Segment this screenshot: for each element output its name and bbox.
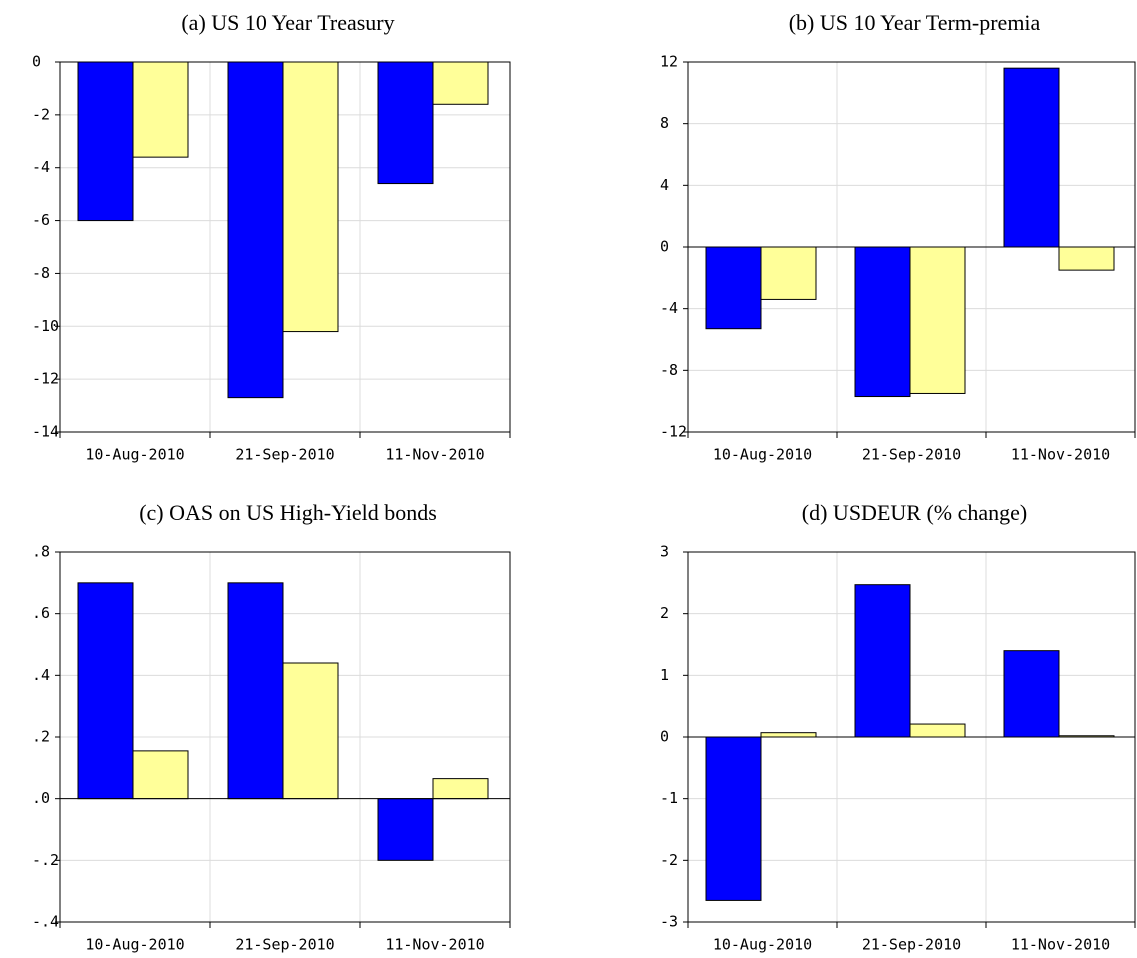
- chart-title: (b) US 10 Year Term-premia: [789, 10, 1041, 35]
- bar: [77, 582, 134, 800]
- y-tick-label: -14: [32, 423, 59, 441]
- y-tick-label: -10: [32, 317, 59, 335]
- y-tick-label: -3: [660, 913, 678, 931]
- y-tick-label: 0: [660, 238, 669, 256]
- bar: [854, 584, 911, 738]
- bar: [760, 732, 817, 738]
- bar: [1003, 650, 1060, 738]
- x-tick-label: 21-Sep-2010: [862, 446, 961, 464]
- bar: [282, 61, 339, 333]
- bar: [377, 61, 434, 185]
- y-tick-label: 2: [660, 604, 669, 622]
- bar: [132, 61, 189, 158]
- x-tick-label: 10-Aug-2010: [85, 936, 184, 954]
- y-tick-label: -12: [660, 423, 687, 441]
- plot-frame: [687, 551, 1136, 923]
- y-tick-label: -1: [660, 789, 678, 807]
- bar: [909, 246, 966, 394]
- y-tick-label: .8: [32, 543, 50, 561]
- y-tick-label: 0: [32, 53, 41, 71]
- plot-frame: [687, 61, 1136, 433]
- x-tick-label: 11-Nov-2010: [1011, 936, 1110, 954]
- bar: [432, 778, 489, 800]
- x-tick-label: 11-Nov-2010: [385, 446, 484, 464]
- bar: [1058, 246, 1115, 271]
- chart-title: (c) OAS on US High-Yield bonds: [139, 500, 437, 525]
- y-tick-label: 1: [660, 666, 669, 684]
- y-tick-label: -2: [660, 851, 678, 869]
- bar: [132, 750, 189, 800]
- bar: [705, 246, 762, 330]
- bar: [1003, 67, 1060, 248]
- y-tick-label: 8: [660, 114, 669, 132]
- x-tick-label: 11-Nov-2010: [1011, 446, 1110, 464]
- bar: [760, 246, 817, 300]
- panel: (a) US 10 Year Treasury 0 -2 -4 -6 -8 -10 -12 -1…: [32, 10, 511, 464]
- x-tick-label: 10-Aug-2010: [713, 936, 812, 954]
- y-tick-label: .6: [32, 604, 50, 622]
- y-tick-label: -.4: [32, 913, 59, 931]
- x-tick-label: 11-Nov-2010: [385, 936, 484, 954]
- bar: [432, 61, 489, 105]
- x-tick-label: 21-Sep-2010: [862, 936, 961, 954]
- chart-title: (a) US 10 Year Treasury: [181, 10, 394, 35]
- bar: [854, 246, 911, 398]
- bar: [227, 61, 284, 399]
- y-tick-label: .2: [32, 728, 50, 746]
- bar: [705, 736, 762, 901]
- y-tick-label: 4: [660, 176, 669, 194]
- panel: (b) US 10 Year Term-premia 12 8 4 0 -4 -8 -12 10…: [660, 10, 1136, 464]
- y-tick-label: -8: [660, 361, 678, 379]
- y-tick-label: 12: [660, 53, 678, 71]
- y-tick-label: .0: [32, 789, 50, 807]
- y-tick-label: -4: [660, 299, 678, 317]
- x-tick-label: 21-Sep-2010: [235, 936, 334, 954]
- y-tick-label: -4: [32, 158, 50, 176]
- chart-title: (d) USDEUR (% change): [802, 500, 1027, 525]
- x-tick-label: 10-Aug-2010: [713, 446, 812, 464]
- panel: (d) USDEUR (% change) 3 2 1 0 -1 -2 -3 10-Aug-20…: [660, 500, 1136, 954]
- y-tick-label: -12: [32, 370, 59, 388]
- bar: [909, 723, 966, 738]
- x-tick-label: 10-Aug-2010: [85, 446, 184, 464]
- bar: [77, 61, 134, 222]
- y-tick-label: -.2: [32, 851, 59, 869]
- x-tick-label: 21-Sep-2010: [235, 446, 334, 464]
- y-tick-label: .4: [32, 666, 50, 684]
- y-tick-label: -2: [32, 105, 50, 123]
- panel: (c) OAS on US High-Yield bonds .8 .6 .4 .2 .0…: [32, 500, 511, 954]
- plot-frame: [59, 551, 511, 923]
- y-tick-label: -8: [32, 264, 50, 282]
- y-tick-label: 0: [660, 728, 669, 746]
- y-tick-label: -6: [32, 211, 50, 229]
- bar: [227, 582, 284, 800]
- y-tick-label: 3: [660, 543, 669, 561]
- bar: [377, 798, 434, 861]
- bar: [282, 662, 339, 800]
- plot-frame: [59, 61, 511, 433]
